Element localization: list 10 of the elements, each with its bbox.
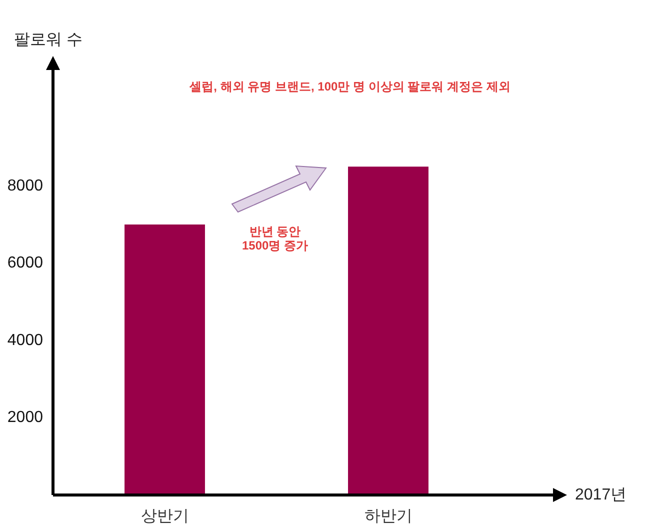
y-tick-label: 8000 xyxy=(7,177,44,194)
x-tick-label: 하반기 xyxy=(364,508,412,526)
y-tick-label: 2000 xyxy=(7,409,44,426)
x-tick-label: 상반기 xyxy=(140,508,189,526)
annotation: 셀럽, 해외 유명 브랜드, 100만 명 이상의 팔로워 계정은 제외 xyxy=(188,79,510,94)
y-tick-label: 4000 xyxy=(7,332,44,349)
annotation: 반년 동안 1500명 증가 xyxy=(242,224,308,252)
y-axis-title: 팔로워 수 xyxy=(14,31,82,48)
y-tick-label: 6000 xyxy=(7,254,44,272)
x-axis-title: 2017년 xyxy=(575,486,627,504)
